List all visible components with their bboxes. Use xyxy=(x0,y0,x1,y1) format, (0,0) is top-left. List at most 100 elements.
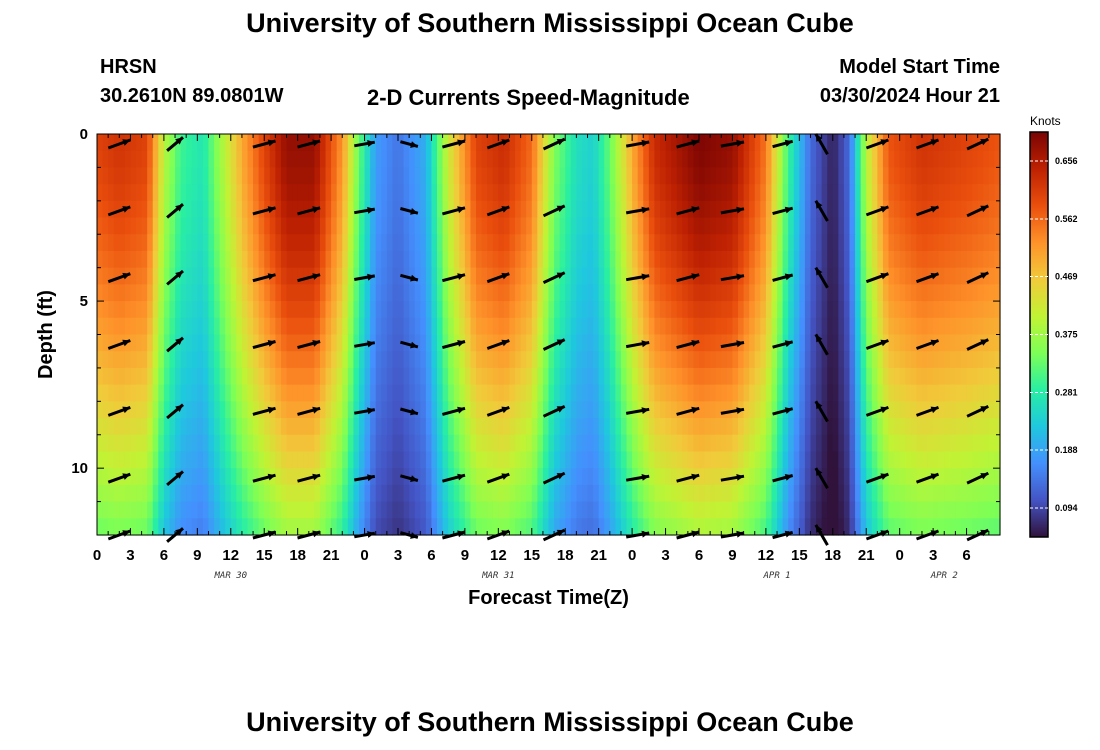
heat-cell xyxy=(526,184,533,202)
heat-cell xyxy=(910,384,917,402)
heat-cell xyxy=(375,501,382,519)
heat-cell xyxy=(587,301,594,319)
heat-cell xyxy=(175,501,182,519)
heat-cell xyxy=(487,434,494,453)
heat-cell xyxy=(398,367,405,386)
heat-cell xyxy=(392,284,399,302)
heat-cell xyxy=(559,234,566,252)
heat-cell xyxy=(581,384,589,402)
heat-cell xyxy=(515,301,522,319)
heat-cell xyxy=(97,267,104,285)
heat-cell xyxy=(699,367,706,386)
heat-cell xyxy=(191,351,198,369)
heat-cell xyxy=(247,384,254,402)
heat-cell xyxy=(843,468,851,486)
heat-cell xyxy=(370,317,377,336)
heat-cell xyxy=(303,434,310,453)
heat-cell xyxy=(581,334,589,352)
heat-cell xyxy=(269,418,276,436)
heat-cell xyxy=(537,284,544,302)
heat-cell xyxy=(637,484,644,503)
heat-cell xyxy=(286,267,293,285)
heat-cell xyxy=(960,334,968,352)
heat-cell xyxy=(325,518,332,536)
heat-cell xyxy=(197,468,204,486)
heat-cell xyxy=(743,184,750,202)
heat-cell xyxy=(236,434,243,453)
heat-cell xyxy=(437,384,444,402)
heat-cell xyxy=(319,401,327,419)
heat-cell xyxy=(197,267,204,285)
heat-cell xyxy=(314,167,321,185)
heat-cell xyxy=(336,134,343,152)
heat-cell xyxy=(197,401,204,419)
heat-cell xyxy=(225,284,232,302)
heat-cell xyxy=(637,150,644,169)
heat-cell xyxy=(726,384,734,402)
heat-cell xyxy=(710,184,717,202)
current-vector xyxy=(354,140,376,148)
heat-cell xyxy=(955,418,962,436)
vector-head xyxy=(930,406,939,414)
heat-cell xyxy=(832,484,839,503)
current-vector xyxy=(297,340,321,350)
heat-cell xyxy=(303,418,310,436)
heat-cell xyxy=(877,418,884,436)
heat-cell xyxy=(938,334,945,352)
heat-cell xyxy=(615,334,622,352)
heat-cell xyxy=(570,418,577,436)
current-vector xyxy=(720,139,745,148)
heat-cell xyxy=(191,434,198,453)
heat-cell xyxy=(704,484,711,503)
heat-cell xyxy=(816,501,823,519)
heat-cell xyxy=(548,184,555,202)
heat-cell xyxy=(648,317,655,336)
heat-cell xyxy=(542,401,550,419)
current-vector xyxy=(107,205,131,217)
heat-cell xyxy=(938,317,945,336)
heat-cell xyxy=(821,451,828,469)
heat-cell xyxy=(292,284,299,302)
heat-cell xyxy=(280,501,288,519)
heat-cell xyxy=(955,367,962,386)
heat-cell xyxy=(515,167,522,185)
heat-cell xyxy=(559,167,566,185)
heat-cell xyxy=(414,418,421,436)
heat-cell xyxy=(643,217,650,235)
heat-cell xyxy=(570,434,577,453)
heat-cell xyxy=(202,150,210,169)
heat-cell xyxy=(492,250,499,269)
x-tick-label: 3 xyxy=(661,547,669,564)
heat-cell xyxy=(704,434,711,453)
heat-cell xyxy=(972,401,979,419)
heat-cell xyxy=(297,200,304,219)
heat-cell xyxy=(855,317,862,336)
heat-cell xyxy=(598,501,605,519)
heat-cell xyxy=(386,250,394,269)
heat-cell xyxy=(860,234,867,252)
heat-cell xyxy=(855,501,862,519)
heat-cell xyxy=(994,451,1001,469)
heat-cell xyxy=(492,401,499,419)
heat-cell xyxy=(319,217,327,235)
heat-cell xyxy=(977,434,984,453)
heat-cell xyxy=(297,351,304,369)
current-vector xyxy=(107,272,131,284)
x-tick-label: 21 xyxy=(590,547,607,564)
heat-cell xyxy=(358,367,366,386)
heat-cell xyxy=(598,317,605,336)
heat-cell xyxy=(453,484,460,503)
heat-cell xyxy=(704,451,711,469)
heat-cell xyxy=(180,468,187,486)
heat-cell xyxy=(866,234,873,252)
heat-cell xyxy=(726,334,734,352)
heat-cell xyxy=(124,284,132,302)
heat-cell xyxy=(910,351,917,369)
heat-cell xyxy=(988,284,996,302)
heat-cell xyxy=(994,434,1001,453)
heat-cell xyxy=(554,351,561,369)
heat-cell xyxy=(492,351,499,369)
heat-cell xyxy=(141,234,148,252)
heat-cell xyxy=(286,401,293,419)
heat-cell xyxy=(782,301,789,319)
